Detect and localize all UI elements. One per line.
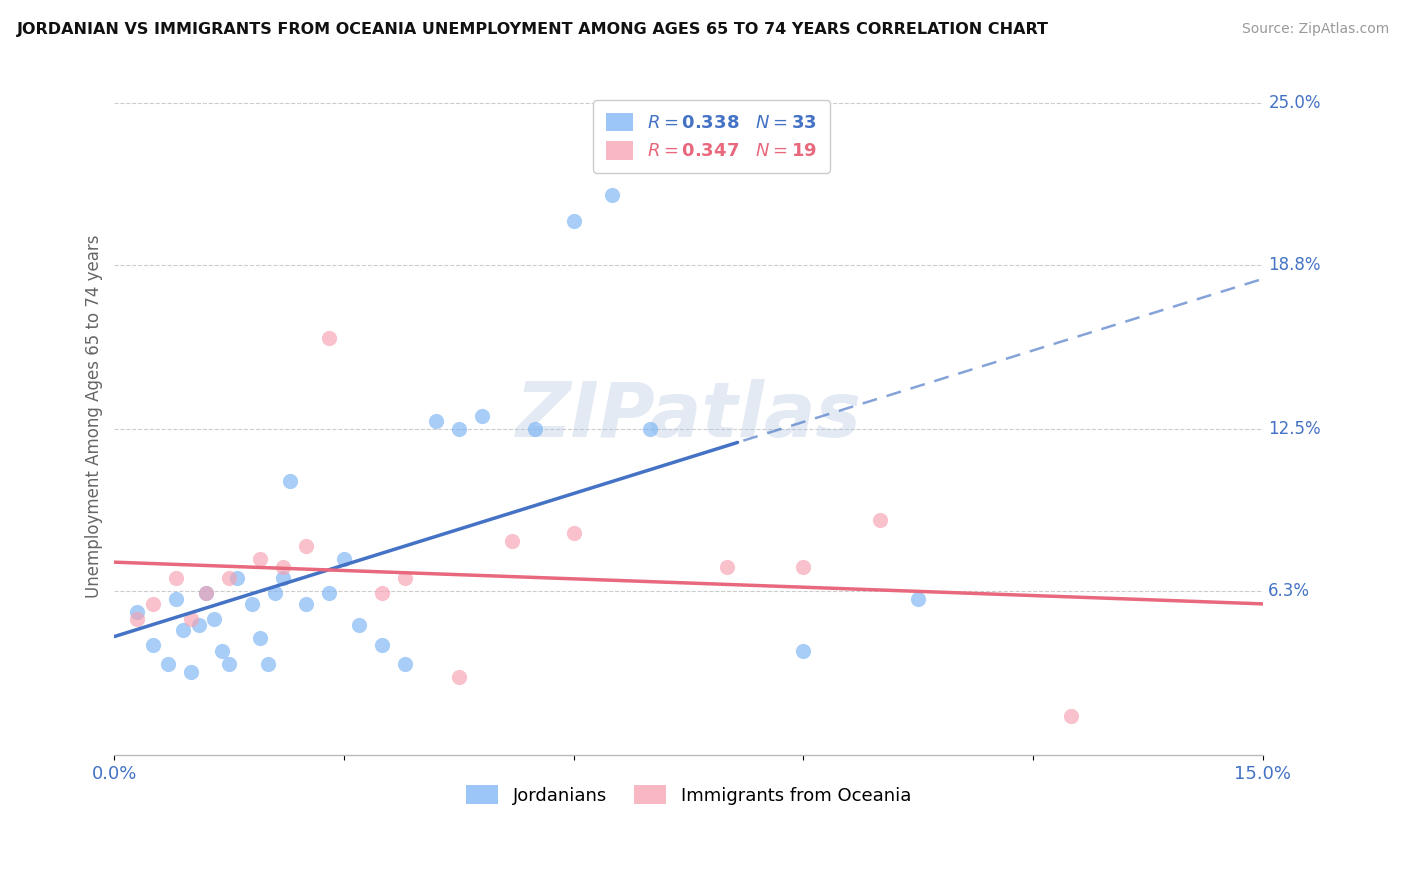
Point <box>127 612 149 626</box>
Point <box>1060 708 1083 723</box>
Point <box>792 643 814 657</box>
Point <box>447 422 470 436</box>
Point <box>562 213 585 227</box>
Point <box>394 657 416 671</box>
Point <box>524 422 547 436</box>
Point <box>600 187 623 202</box>
Point <box>471 409 494 424</box>
Point <box>349 617 371 632</box>
Point <box>180 612 202 626</box>
Text: ZIPatlas: ZIPatlas <box>516 379 862 453</box>
Point <box>638 422 661 436</box>
Point <box>225 571 247 585</box>
Point <box>249 631 271 645</box>
Point <box>318 331 340 345</box>
Point <box>256 657 278 671</box>
Point <box>180 665 202 679</box>
Point <box>195 586 218 600</box>
Point <box>371 639 394 653</box>
Point <box>218 657 240 671</box>
Point <box>156 657 179 671</box>
Point <box>211 643 233 657</box>
Text: Source: ZipAtlas.com: Source: ZipAtlas.com <box>1241 22 1389 37</box>
Point <box>187 617 209 632</box>
Y-axis label: Unemployment Among Ages 65 to 74 years: Unemployment Among Ages 65 to 74 years <box>86 235 103 598</box>
Point <box>142 639 165 653</box>
Point <box>271 560 294 574</box>
Point <box>280 475 302 489</box>
Point <box>792 560 814 574</box>
Point <box>716 560 738 574</box>
Point <box>165 591 187 606</box>
Point <box>425 414 447 428</box>
Point <box>447 670 470 684</box>
Point <box>218 571 240 585</box>
Text: 18.8%: 18.8% <box>1268 256 1320 274</box>
Point <box>172 623 194 637</box>
Point <box>394 571 416 585</box>
Point <box>907 591 929 606</box>
Point <box>165 571 187 585</box>
Point <box>333 552 356 566</box>
Text: 12.5%: 12.5% <box>1268 420 1322 438</box>
Point <box>562 526 585 541</box>
Point <box>127 605 149 619</box>
Point <box>195 586 218 600</box>
Point <box>240 597 263 611</box>
Point <box>501 534 523 549</box>
Point <box>264 586 287 600</box>
Legend: Jordanians, Immigrants from Oceania: Jordanians, Immigrants from Oceania <box>457 776 921 814</box>
Text: JORDANIAN VS IMMIGRANTS FROM OCEANIA UNEMPLOYMENT AMONG AGES 65 TO 74 YEARS CORR: JORDANIAN VS IMMIGRANTS FROM OCEANIA UNE… <box>17 22 1049 37</box>
Point <box>202 612 225 626</box>
Text: 6.3%: 6.3% <box>1268 582 1310 599</box>
Point <box>142 597 165 611</box>
Point <box>371 586 394 600</box>
Point <box>249 552 271 566</box>
Point <box>318 586 340 600</box>
Point <box>294 597 316 611</box>
Point <box>294 540 316 554</box>
Point <box>869 513 891 527</box>
Point <box>271 571 294 585</box>
Text: 25.0%: 25.0% <box>1268 95 1320 112</box>
